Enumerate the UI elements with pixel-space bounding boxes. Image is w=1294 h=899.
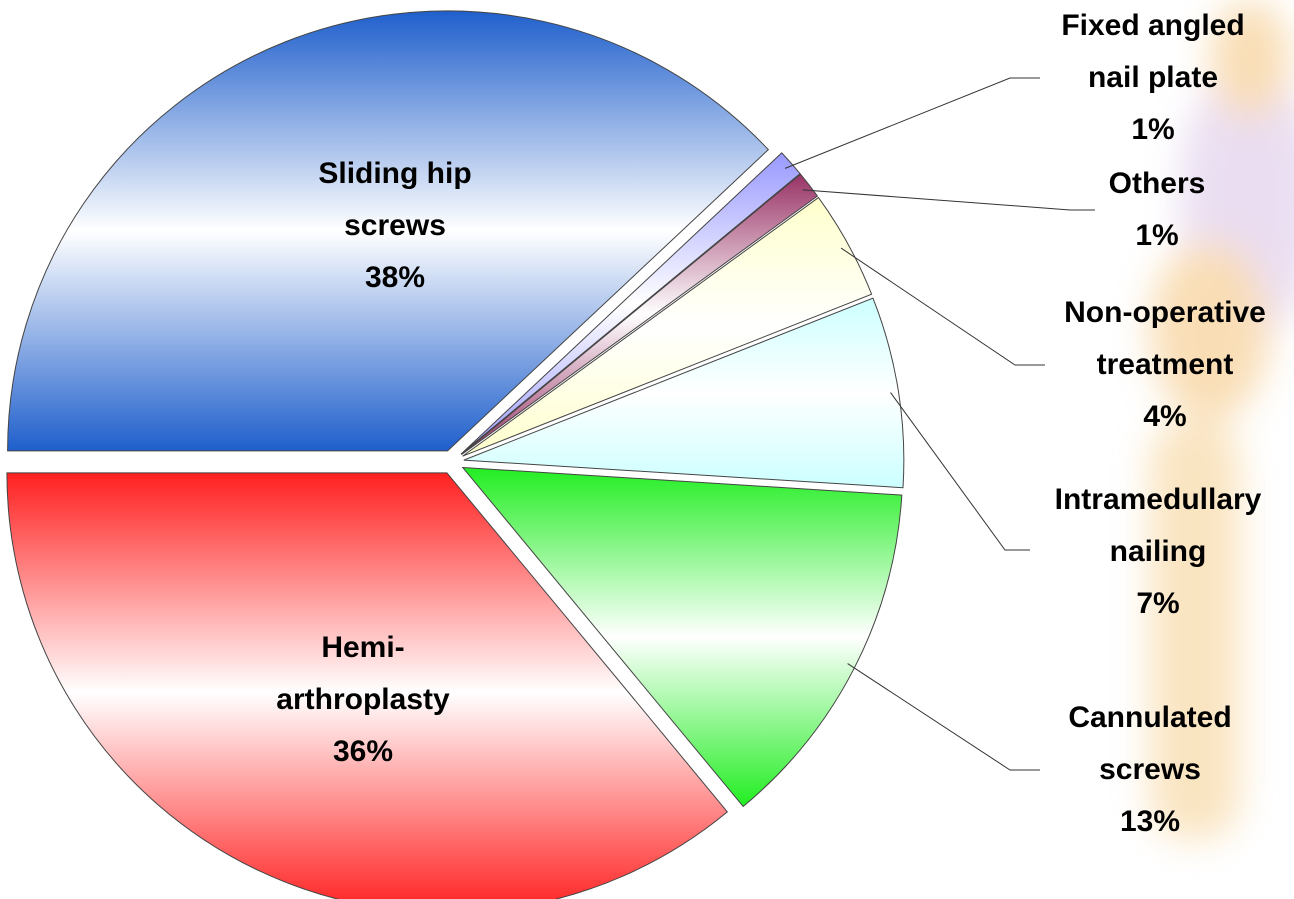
slice-label: Cannulated screws 13% bbox=[1035, 692, 1265, 848]
value-label: 38% bbox=[364, 261, 426, 294]
value-label: 7% bbox=[1136, 587, 1180, 620]
category-label: Cannulated screws bbox=[1068, 701, 1232, 786]
category-label: Sliding hip screws bbox=[318, 157, 472, 242]
leader-line bbox=[802, 189, 1095, 211]
pie-slice bbox=[461, 466, 903, 808]
slice-label: Others 1% bbox=[1057, 158, 1257, 262]
value-label: 4% bbox=[1143, 400, 1187, 433]
category-label: Fixed angled nail plate bbox=[1061, 9, 1245, 94]
slice-label: Non-operative treatment 4% bbox=[1030, 287, 1294, 443]
slice-label: Intramedullary nailing 7% bbox=[1023, 474, 1293, 630]
category-label: Intramedullary nailing bbox=[1054, 483, 1262, 568]
background-decoration bbox=[1150, 0, 1294, 840]
pie-slice bbox=[6, 472, 729, 899]
value-label: 36% bbox=[332, 735, 394, 768]
pie-slice bbox=[7, 10, 770, 452]
value-label: 1% bbox=[1135, 219, 1179, 252]
slice-label: Fixed angled nail plate 1% bbox=[1033, 0, 1273, 156]
value-label: 13% bbox=[1119, 805, 1181, 838]
category-label: Non-operative treatment bbox=[1064, 296, 1266, 381]
value-label: 1% bbox=[1131, 113, 1175, 146]
category-label: Hemi-arthroplasty bbox=[276, 631, 450, 716]
leader-line bbox=[784, 77, 1040, 169]
slice-label: Sliding hip screws 38% bbox=[290, 148, 500, 304]
pie-slice bbox=[461, 173, 819, 456]
pie-slice bbox=[462, 196, 873, 457]
pie-slice bbox=[463, 297, 905, 489]
pie-slice bbox=[460, 152, 801, 455]
leader-line bbox=[890, 392, 1030, 551]
slice-label: Hemi-arthroplasty 36% bbox=[248, 622, 478, 778]
category-label: Others bbox=[1108, 167, 1206, 200]
leader-line bbox=[847, 663, 1040, 771]
leader-line bbox=[840, 247, 1045, 366]
